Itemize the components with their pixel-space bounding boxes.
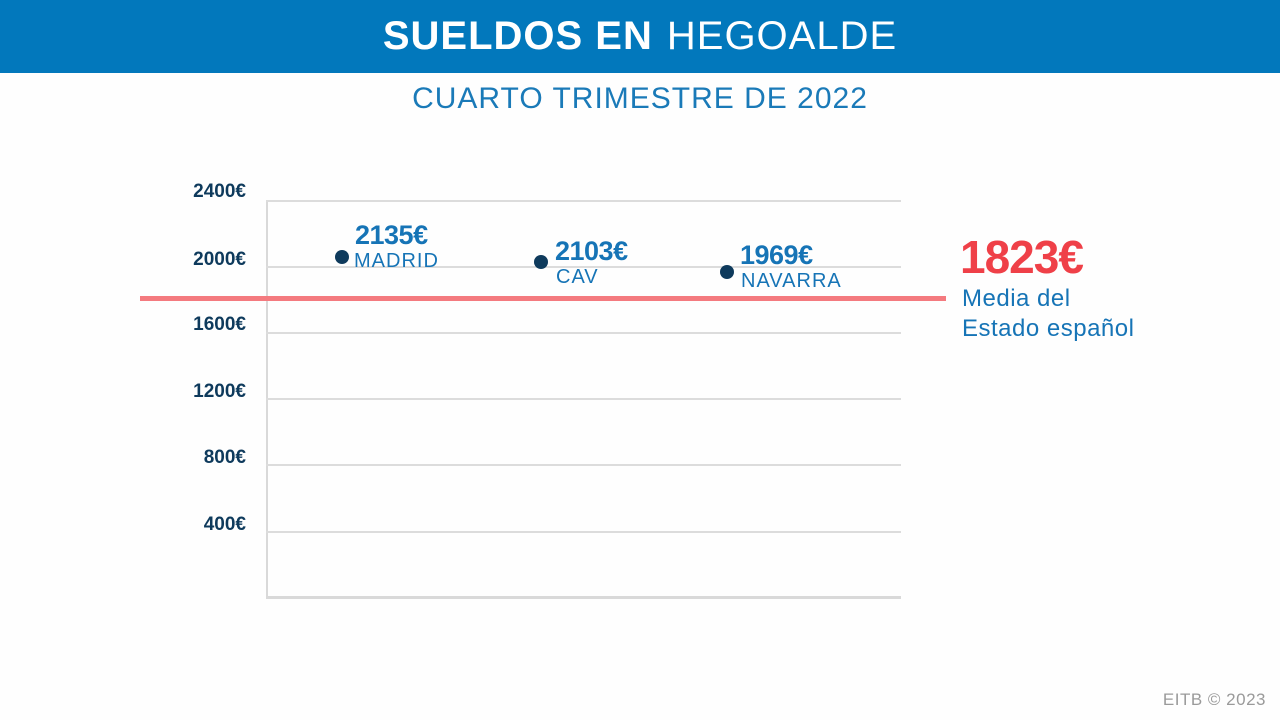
gridline-1600 bbox=[266, 332, 901, 334]
y-tick-label: 800€ bbox=[203, 447, 246, 468]
data-point-navarra bbox=[720, 265, 734, 279]
title-light: HEGOALDE bbox=[666, 14, 898, 58]
gridline-2400 bbox=[266, 200, 901, 202]
chart-subtitle: CUARTO TRIMESTRE DE 2022 bbox=[412, 82, 868, 115]
average-value: 1823€ bbox=[960, 231, 1084, 283]
data-point-cav bbox=[534, 255, 548, 269]
y-tick-label: 400€ bbox=[203, 514, 246, 535]
point-value-cav: 2103€ bbox=[555, 236, 628, 266]
average-caption-line1: Media del bbox=[962, 285, 1071, 312]
point-label-madrid: MADRID bbox=[354, 250, 439, 272]
gridline-1200 bbox=[266, 398, 901, 400]
y-tick-label: 2400€ bbox=[193, 181, 246, 202]
average-caption: Media del Estado español bbox=[962, 284, 1134, 344]
copyright-credit: EITB © 2023 bbox=[1162, 690, 1266, 709]
average-reference-line bbox=[140, 296, 946, 301]
title-bold: SUELDOS EN bbox=[382, 14, 653, 58]
gridline-400 bbox=[266, 531, 901, 533]
y-tick-label: 1200€ bbox=[193, 381, 246, 402]
point-label-cav: CAV bbox=[556, 266, 599, 288]
point-value-madrid: 2135€ bbox=[355, 220, 428, 250]
gridline-2000 bbox=[266, 266, 901, 268]
title-banner: SUELDOS EN HEGOALDE bbox=[0, 0, 1280, 73]
data-point-madrid bbox=[335, 250, 349, 264]
point-label-navarra: NAVARRA bbox=[741, 270, 842, 292]
gridline-800 bbox=[266, 464, 901, 466]
y-tick-label: 2000€ bbox=[193, 249, 246, 270]
point-value-navarra: 1969€ bbox=[740, 240, 813, 270]
average-caption-line2: Estado español bbox=[962, 315, 1135, 342]
y-tick-label: 1600€ bbox=[193, 314, 246, 335]
